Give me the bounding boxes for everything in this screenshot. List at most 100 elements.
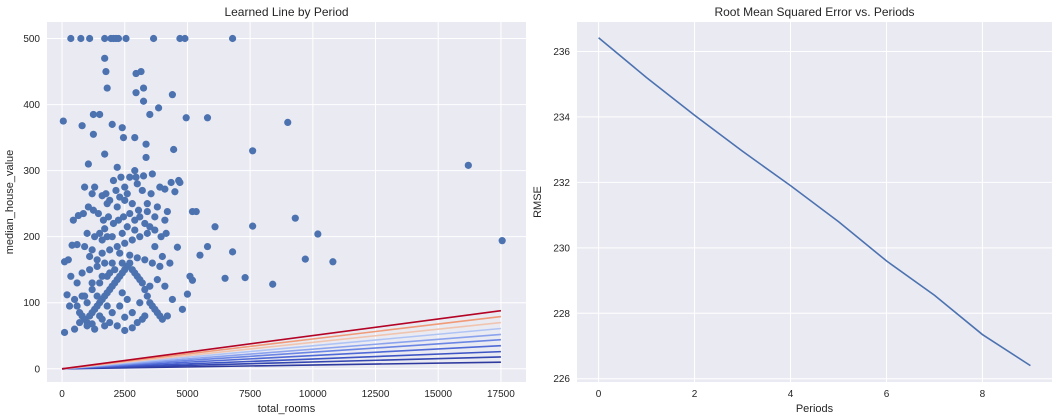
- scatter-point: [67, 272, 75, 280]
- scatter-point: [84, 203, 92, 211]
- scatter-point: [116, 249, 124, 257]
- scatter-point: [163, 207, 171, 216]
- scatter-point: [249, 222, 257, 230]
- learned-line: [61, 321, 502, 370]
- scatter-panel: 0 2500 5000 7500 10000 12500 15000 17500 0 100 200…: [4, 5, 526, 415]
- scatter-point: [138, 186, 146, 195]
- scatter-title: Learned Line by Period: [224, 5, 348, 19]
- scatter-point: [228, 34, 237, 43]
- scatter-point: [143, 292, 151, 300]
- scatter-point: [96, 279, 104, 287]
- scatter-point: [146, 282, 154, 290]
- y-tick-label: 226: [553, 374, 570, 385]
- rmse-title: Root Mean Squared Error vs. Periods: [714, 5, 914, 19]
- scatter-tick-labels: 0 2500 5000 7500 10000 12500 15000 17500 0 100 200…: [23, 34, 515, 400]
- scatter-point: [173, 243, 182, 251]
- scatter-point: [314, 230, 322, 238]
- scatter-point: [96, 110, 104, 119]
- scatter-point: [123, 190, 131, 198]
- scatter-gridlines: [47, 22, 526, 382]
- rmse-plot-area: [577, 22, 1052, 382]
- scatter-point: [133, 318, 141, 327]
- scatter-point: [148, 259, 156, 267]
- scatter-point: [163, 312, 171, 320]
- x-tick-label: 7500: [239, 389, 262, 400]
- scatter-point: [77, 34, 85, 43]
- scatter-point: [128, 200, 136, 208]
- scatter-point: [147, 190, 155, 198]
- scatter-point: [141, 219, 149, 228]
- scatter-point: [88, 190, 96, 198]
- scatter-point: [103, 233, 111, 241]
- x-tick-label: 6: [884, 389, 890, 400]
- scatter-point: [192, 207, 200, 216]
- scatter-point: [86, 252, 94, 261]
- scatter-point: [84, 160, 92, 168]
- scatter-point: [98, 272, 106, 280]
- scatter-point: [128, 324, 136, 332]
- scatter-point: [114, 34, 123, 43]
- scatter-point: [118, 124, 126, 132]
- scatter-point: [158, 252, 166, 261]
- scatter-point: [182, 114, 190, 122]
- scatter-point: [106, 246, 114, 254]
- scatter-point: [186, 272, 194, 280]
- scatter-point: [146, 110, 154, 119]
- scatter-point: [93, 292, 101, 300]
- rmse-x-axis-label: Periods: [796, 403, 834, 415]
- scatter-point: [157, 233, 165, 241]
- scatter-point: [88, 279, 96, 287]
- scatter-point: [241, 274, 249, 282]
- scatter-point: [96, 229, 104, 237]
- scatter-point: [121, 326, 129, 335]
- scatter-point: [137, 67, 145, 76]
- scatter-point: [89, 130, 97, 138]
- scatter-point: [161, 216, 169, 224]
- scatter-point: [101, 54, 109, 62]
- scatter-point: [151, 242, 159, 251]
- scatter-point: [161, 185, 169, 193]
- scatter-point: [154, 104, 163, 112]
- y-tick-label: 230: [553, 243, 570, 254]
- scatter-point: [211, 223, 219, 231]
- scatter-point: [132, 89, 140, 97]
- rmse-line: [598, 37, 1031, 367]
- y-tick-label: 228: [553, 309, 570, 320]
- scatter-point: [141, 256, 149, 264]
- scatter-point: [109, 219, 118, 228]
- scatter-point: [113, 203, 121, 211]
- scatter-point: [108, 120, 116, 128]
- scatter-point: [284, 118, 292, 127]
- x-tick-label: 5000: [176, 389, 199, 400]
- rmse-y-axis-label: RMSE: [532, 186, 544, 218]
- learned-lines: [61, 309, 502, 370]
- scatter-point: [83, 299, 91, 307]
- scatter-point: [301, 255, 309, 263]
- scatter-point: [121, 239, 129, 247]
- scatter-point: [176, 178, 184, 187]
- scatter-point: [196, 251, 204, 259]
- scatter-point: [139, 97, 148, 105]
- scatter-point: [119, 133, 128, 142]
- learned-line: [62, 356, 501, 370]
- y-tick-label: 500: [23, 34, 40, 45]
- scatter-point: [181, 34, 189, 43]
- scatter-point: [131, 226, 139, 234]
- scatter-point: [81, 183, 89, 191]
- scatter-point: [291, 214, 299, 222]
- scatter-point: [183, 290, 192, 298]
- scatter-point: [143, 207, 151, 216]
- scatter-point: [78, 292, 86, 300]
- scatter-points: [59, 34, 506, 337]
- scatter-point: [139, 84, 148, 92]
- scatter-point: [113, 322, 121, 330]
- scatter-point: [101, 150, 109, 158]
- scatter-point: [118, 259, 126, 267]
- scatter-point: [70, 325, 79, 333]
- scatter-point: [153, 276, 161, 284]
- scatter-point: [101, 225, 109, 233]
- scatter-point: [170, 145, 178, 154]
- scatter-point: [116, 193, 124, 201]
- scatter-point: [136, 233, 144, 241]
